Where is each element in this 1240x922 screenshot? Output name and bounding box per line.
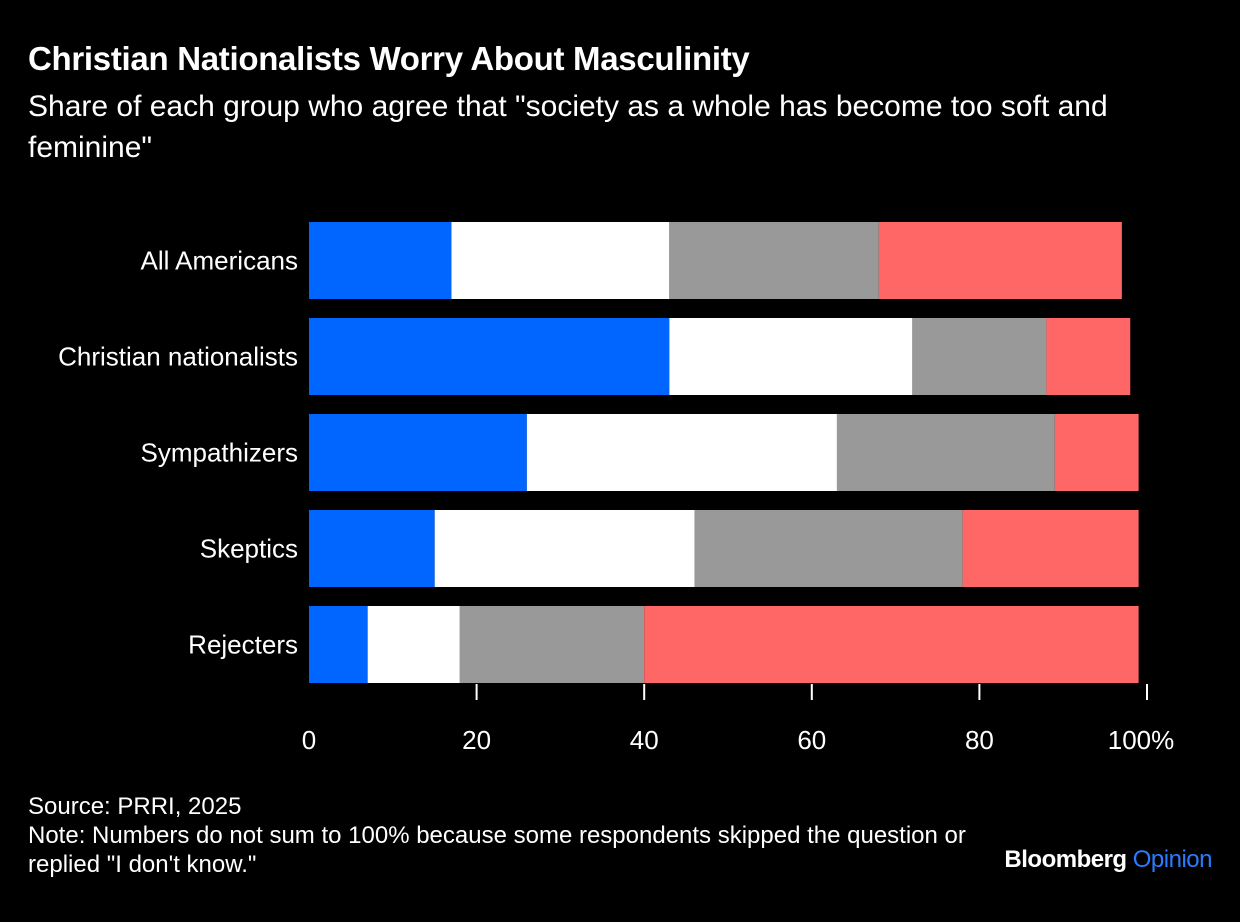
bar-segment (1054, 414, 1139, 491)
category-label: Christian nationalists (58, 342, 298, 372)
category-label: All Americans (141, 246, 299, 276)
bar-segment (694, 510, 963, 587)
bar-segment (1046, 318, 1131, 395)
bloomberg-opinion-logo: Bloomberg Opinion (1004, 846, 1212, 874)
category-label: Sympathizers (141, 438, 299, 468)
bar-segment (644, 606, 1139, 683)
bar-segment (912, 318, 1047, 395)
brand-main: Bloomberg (1004, 846, 1127, 873)
bar-segment (309, 606, 368, 683)
x-tick-label: 60 (797, 725, 826, 755)
x-tick-label: 100% (1108, 725, 1175, 755)
stacked-bar-chart: All Americans Christian nationalists Sympa… (58, 222, 1175, 755)
bar-segment (309, 414, 527, 491)
bar-segment (309, 510, 435, 587)
x-tick-label: 0 (302, 725, 316, 755)
bar-segment (669, 318, 913, 395)
bar-segment (451, 222, 670, 299)
source-text: Source: PRRI, 2025 (28, 793, 242, 820)
bar-segment (434, 510, 695, 587)
brand-sub: Opinion (1132, 846, 1213, 873)
bar-segment (459, 606, 645, 683)
chart-title: Christian Nationalists Worry About Mascu… (28, 40, 750, 77)
bar-segment (309, 318, 670, 395)
note-text: Note: Numbers do not sum to 100% because… (28, 822, 966, 878)
x-tick-label: 80 (965, 725, 994, 755)
category-label: Skeptics (200, 534, 298, 564)
bar-segment (526, 414, 837, 491)
bar-segment (367, 606, 460, 683)
bar-segment (962, 510, 1139, 587)
x-tick-label: 20 (462, 725, 491, 755)
chart-subtitle: Share of each group who agree that "soci… (28, 90, 1108, 164)
bar-segment (878, 222, 1122, 299)
bar-segment (669, 222, 879, 299)
bar-segment (309, 222, 452, 299)
x-tick-label: 40 (630, 725, 659, 755)
bar-segment (836, 414, 1055, 491)
category-label: Rejecters (188, 630, 298, 660)
